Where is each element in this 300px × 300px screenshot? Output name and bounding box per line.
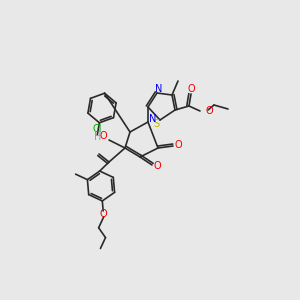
- Text: O: O: [174, 140, 182, 150]
- Text: H: H: [94, 132, 101, 142]
- Text: O: O: [100, 209, 107, 219]
- Text: O: O: [153, 161, 161, 171]
- Text: O: O: [99, 131, 107, 141]
- Text: S: S: [153, 119, 159, 129]
- Text: Cl: Cl: [93, 124, 102, 134]
- Text: N: N: [155, 84, 163, 94]
- Text: N: N: [149, 114, 157, 124]
- Text: O: O: [205, 106, 213, 116]
- Text: O: O: [187, 84, 195, 94]
